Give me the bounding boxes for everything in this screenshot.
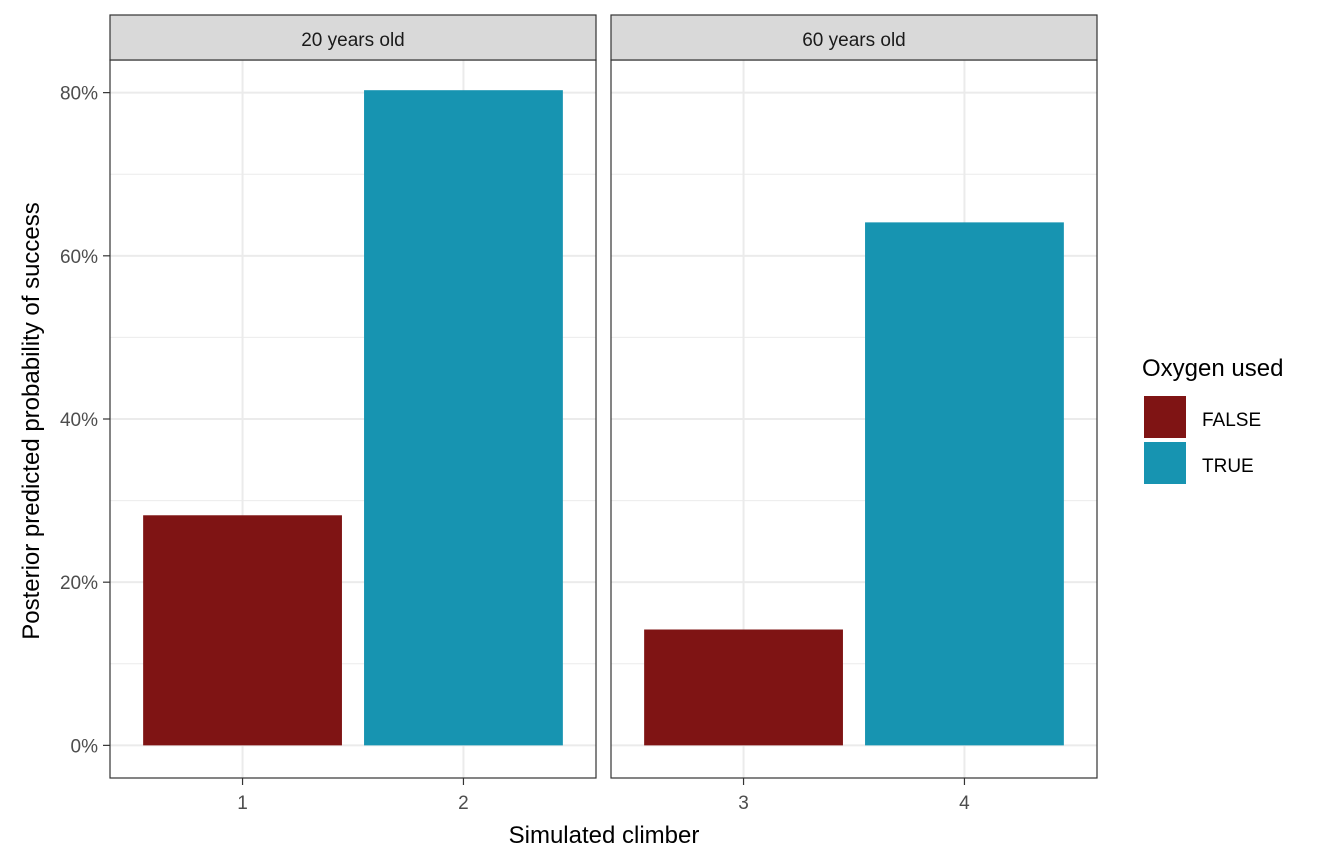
x-axis-title: Simulated climber	[509, 822, 700, 849]
facet-strip	[610, 14, 1098, 61]
x-tick-label: 1	[237, 793, 248, 814]
legend-label-false: FALSE	[1202, 410, 1261, 431]
y-tick-label: 60%	[60, 247, 98, 268]
x-tick-label: 4	[959, 793, 970, 814]
y-axis: 0% 20% 40% 60% 80%	[60, 84, 110, 757]
legend-label-true: TRUE	[1202, 456, 1254, 477]
legend: Oxygen used FALSE TRUE	[1142, 355, 1283, 484]
legend-key-true	[1144, 442, 1186, 484]
legend-title: Oxygen used	[1142, 355, 1283, 382]
facet-panels: 20 years old 1 2 60 years old 3 4	[109, 14, 1098, 814]
x-tick-label: 3	[738, 793, 749, 814]
y-axis-title: Posterior predicted probability of succe…	[18, 202, 45, 640]
bar-climber-3	[644, 629, 843, 746]
bar-climber-1	[143, 515, 342, 746]
bar-climber-2	[364, 90, 563, 746]
y-tick-label: 40%	[60, 410, 98, 431]
facet-panel-2: 60 years old 3 4	[610, 14, 1098, 814]
facet-strip	[109, 14, 597, 61]
facet-strip-label: 20 years old	[301, 30, 405, 51]
y-tick-label: 80%	[60, 84, 98, 105]
facet-strip-label: 60 years old	[802, 30, 906, 51]
x-tick-label: 2	[458, 793, 469, 814]
facet-panel-1: 20 years old 1 2	[109, 14, 597, 814]
y-tick-label: 20%	[60, 573, 98, 594]
bar-climber-4	[865, 222, 1064, 746]
y-tick-label: 0%	[71, 736, 99, 757]
legend-key-false	[1144, 396, 1186, 438]
